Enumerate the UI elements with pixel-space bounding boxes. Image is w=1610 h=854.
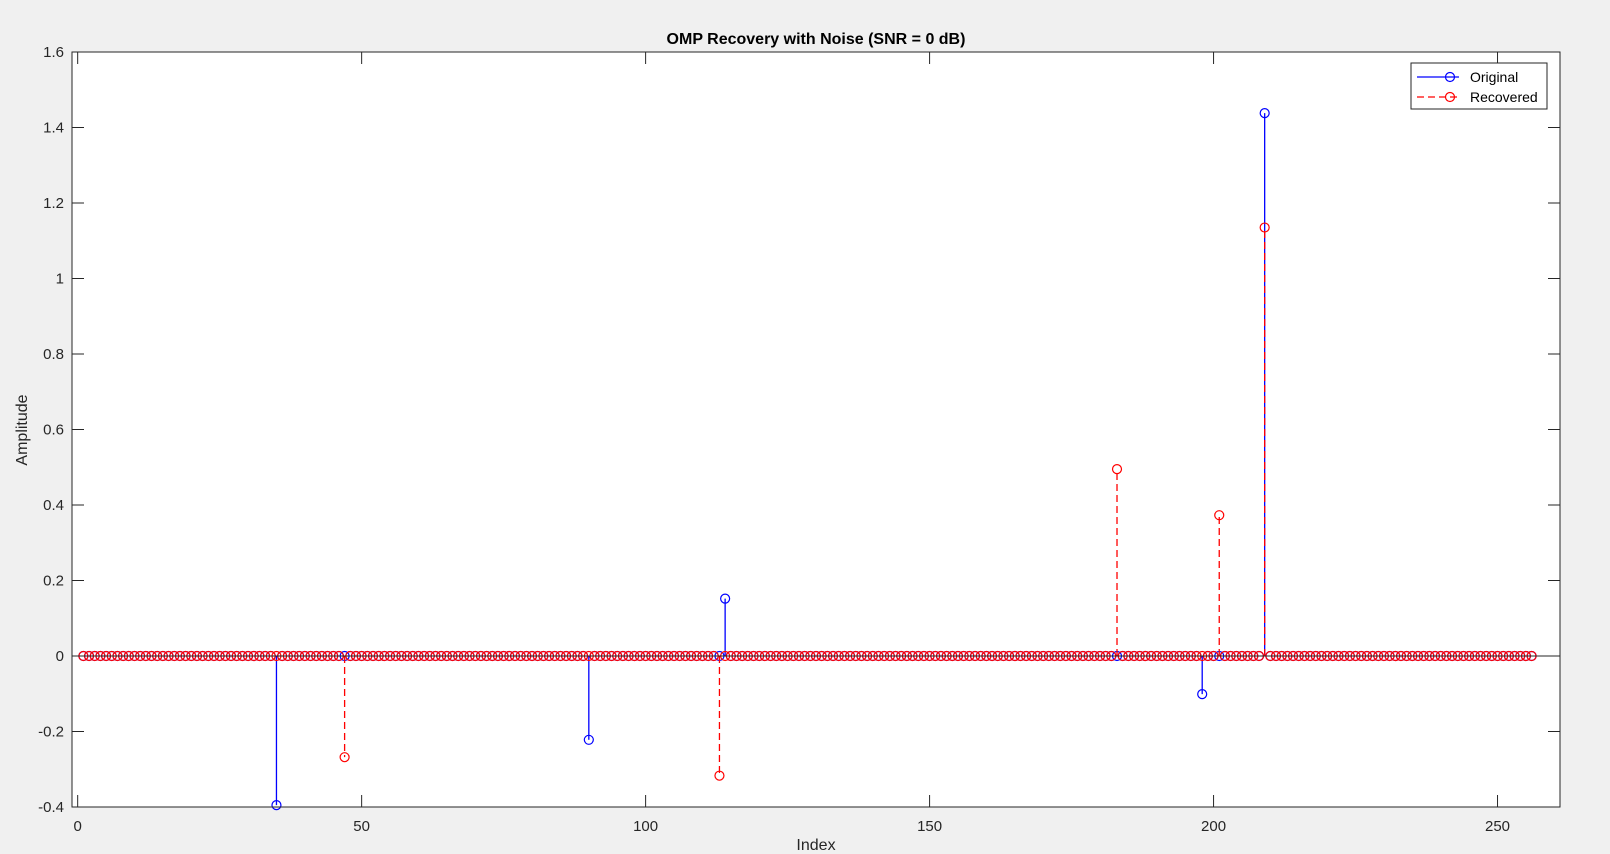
axes: 0 50 100 150 200 250 -0.4 -0.2 0 0.2 0.4 0.6 0.8 1 1.2… <box>38 44 1561 835</box>
stem-marker <box>1259 222 1270 233</box>
y-tick-label: 1.2 <box>43 195 64 212</box>
y-tick-label: 1.4 <box>43 120 64 137</box>
legend-swatch-marker <box>1444 91 1456 103</box>
stem-marker <box>1111 464 1123 475</box>
legend: Original Recovered <box>1410 62 1548 110</box>
y-axis-label: Amplitude <box>14 394 31 465</box>
x-tick-label: 200 <box>1201 818 1226 835</box>
y-tick-label: 0.4 <box>43 497 64 514</box>
y-tick-label: -0.4 <box>38 799 64 816</box>
legend-label: Original <box>1470 69 1518 85</box>
stem-marker <box>339 752 350 763</box>
y-tick-label: 0.8 <box>43 346 64 363</box>
y-tick-label: -0.2 <box>38 724 64 741</box>
x-axis-label: Index <box>796 837 835 854</box>
plot-area <box>72 52 1560 807</box>
x-tick-label: 100 <box>633 818 658 835</box>
x-tick-label: 150 <box>917 818 942 835</box>
y-tick-label: 0.6 <box>43 422 64 439</box>
stem-marker <box>271 800 282 811</box>
y-tick-label: 0.2 <box>43 573 64 590</box>
x-tick-label: 0 <box>74 818 82 835</box>
y-tick-label: 1 <box>56 271 64 288</box>
stem-marker <box>583 734 594 745</box>
stem-marker <box>1259 108 1270 119</box>
x-tick-label: 50 <box>353 818 370 835</box>
legend-box <box>1410 62 1548 110</box>
stem-marker <box>720 593 731 604</box>
stem-marker <box>714 770 725 781</box>
legend-swatch-marker <box>1444 71 1456 83</box>
x-tick-label: 250 <box>1485 818 1510 835</box>
y-tick-label: 0 <box>56 648 64 665</box>
stem-marker <box>1197 689 1208 700</box>
y-tick-label: 1.6 <box>43 44 64 61</box>
chart-title: OMP Recovery with Noise (SNR = 0 dB) <box>667 31 966 48</box>
stem-marker <box>1214 510 1225 521</box>
legend-label: Recovered <box>1470 89 1538 105</box>
